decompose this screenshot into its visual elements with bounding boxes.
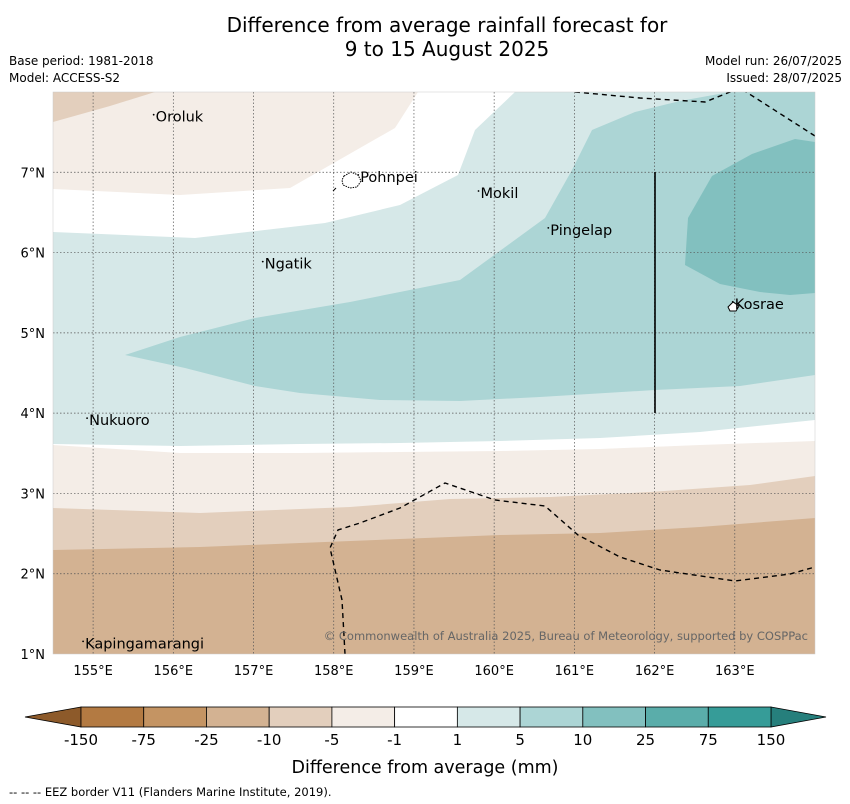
colorbar-tick-label: 5: [515, 731, 525, 749]
lat-tick-label: 6°N: [21, 247, 46, 262]
place-label-nukuoro: Nukuoro: [89, 413, 150, 429]
colorbar-swatch: [206, 706, 270, 728]
place-marker: [261, 260, 264, 263]
place-label-ngatik: Ngatik: [265, 257, 313, 273]
eez-borders: [329, 92, 815, 654]
place-marker: [547, 227, 550, 229]
colorbar-swatch: [143, 706, 207, 728]
anomaly-band-plus5: [125, 92, 815, 401]
lat-tick-label: 7°N: [21, 166, 46, 181]
lon-tick-label: 157°E: [234, 664, 274, 679]
colorbar-swatch: [268, 706, 333, 728]
colorbar-swatch: [394, 706, 458, 728]
lat-tick-label: 1°N: [21, 648, 46, 663]
colorbar-tick-label: 150: [757, 731, 786, 749]
lon-tick-label: 163°E: [715, 664, 755, 679]
base-period: Base period: 1981-2018: [9, 54, 154, 68]
place-marker: [357, 174, 360, 176]
colorbar-swatch: [456, 706, 521, 728]
colorbar-tick-label: -75: [131, 731, 156, 749]
colorbar-swatch: [519, 706, 584, 728]
colorbar-extend-high: [770, 706, 827, 728]
colorbar-tick-label: -25: [194, 731, 219, 749]
lon-tick-label: 161°E: [555, 664, 595, 679]
place-marker: [477, 190, 480, 192]
colorbar-swatch: [645, 706, 709, 728]
title-line-1: Difference from average rainfall forecas…: [226, 13, 668, 37]
eez-footnote: -- -- -- EEZ border V11 (Flanders Marine…: [9, 785, 332, 799]
lat-tick-label: 2°N: [21, 568, 46, 583]
model-name: Model: ACCESS-S2: [9, 71, 121, 85]
colorbar-swatch: [707, 706, 772, 728]
colorbar-tick-label: -10: [257, 731, 282, 749]
colorbar-tick-label: -1: [387, 731, 402, 749]
map-frame: [52, 91, 816, 655]
title-line-2: 9 to 15 August 2025: [344, 37, 550, 61]
issued-date: Issued: 28/07/2025: [726, 71, 842, 85]
copyright-notice: © Commonwealth of Australia 2025, Bureau…: [324, 629, 808, 643]
lon-tick-label: 156°E: [154, 664, 194, 679]
place-label-mokil: Mokil: [481, 186, 519, 202]
colorbar-swatch: [331, 706, 396, 728]
model-run: Model run: 26/07/2025: [704, 54, 842, 68]
colorbar-label: Difference from average (mm): [291, 758, 558, 778]
colorbar-extend-low: [24, 706, 82, 728]
pohnpei-island: [341, 171, 362, 189]
place-label-oroluk: Oroluk: [156, 110, 204, 126]
eez-border-south: [329, 482, 815, 654]
graticule: [53, 92, 815, 654]
colorbar-tick-label: 10: [573, 731, 592, 749]
place-marker: [82, 640, 84, 643]
colorbar: -150 -75 -25 -10 -5 -1 1 5 10 25 75 150: [24, 706, 827, 749]
lon-tick-label: 160°E: [474, 664, 514, 679]
place-label-pohnpei: Pohnpei: [360, 170, 418, 186]
map-plot-area: Oroluk Pohnpei Mokil Pingelap Ngatik Kosrae Nu…: [53, 92, 815, 654]
map-title: Difference from average rainfall forecas…: [0, 13, 850, 61]
place-marker: [86, 417, 88, 420]
place-label-kapingamarangi: Kapingamarangi: [85, 636, 204, 652]
lon-tick-label: 162°E: [635, 664, 675, 679]
anomaly-band-minus10-north: [53, 92, 155, 122]
place-labels: Oroluk Pohnpei Mokil Pingelap Ngatik Kosrae Nu…: [82, 110, 784, 652]
lat-tick-label: 4°N: [21, 407, 46, 422]
kosrae-island: [727, 301, 740, 312]
lat-tick-label: 3°N: [21, 487, 46, 502]
lon-tick-label: 158°E: [314, 664, 354, 679]
lon-tick-label: 159°E: [394, 664, 434, 679]
place-marker: [731, 300, 734, 303]
longitude-ticks: 155°E 156°E 157°E 158°E 159°E 160°E 161°E 162°E…: [73, 664, 754, 679]
anomaly-band-plus10: [685, 139, 815, 295]
ant-atoll: [332, 187, 337, 192]
latitude-ticks: 7°N 6°N 5°N 4°N 3°N 2°N 1°N: [21, 166, 46, 663]
colorbar-swatch: [80, 706, 145, 728]
colorbar-tick-label: -5: [324, 731, 339, 749]
colorbar-tick-label: 75: [699, 731, 718, 749]
lat-tick-label: 5°N: [21, 327, 46, 342]
colorbar-tick-label: 25: [636, 731, 655, 749]
meta-right: Model run: 26/07/2025 Issued: 28/07/2025: [705, 53, 842, 87]
lon-tick-label: 155°E: [73, 664, 113, 679]
eez-border-north: [574, 92, 815, 137]
colorbar-tick-label: -150: [64, 731, 98, 749]
meta-left: Base period: 1981-2018 Model: ACCESS-S2: [9, 53, 154, 87]
place-label-kosrae: Kosrae: [735, 297, 784, 313]
colorbar-swatch: [582, 706, 646, 728]
place-marker: [152, 113, 155, 116]
colorbar-tick-label: 1: [453, 731, 463, 749]
place-label-pingelap: Pingelap: [550, 223, 612, 239]
anomaly-band-minus25: [53, 518, 815, 654]
